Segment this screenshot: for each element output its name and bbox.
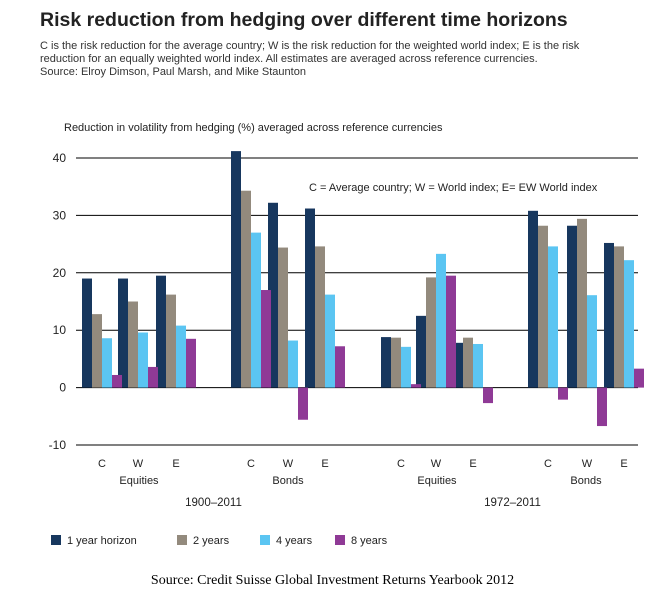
legend-swatch — [51, 535, 61, 545]
bar — [261, 290, 271, 388]
y-axis-label: Reduction in volatility from hedging (%)… — [64, 122, 443, 134]
bar — [391, 337, 401, 388]
x-period-label: 1972–2011 — [484, 497, 541, 509]
bar — [82, 278, 92, 388]
bar — [92, 314, 102, 388]
legend-label: 1 year horizon — [67, 535, 137, 547]
legend-swatch — [177, 535, 187, 545]
bar — [614, 246, 624, 388]
bar — [634, 368, 644, 388]
x-category-label: E — [620, 458, 627, 470]
x-category-label: C — [247, 458, 255, 470]
chart-subtitle: C is the risk reduction for the average … — [40, 40, 660, 79]
bar — [268, 202, 278, 388]
x-category-label: W — [582, 458, 593, 470]
bar — [138, 332, 148, 388]
bar — [176, 325, 186, 388]
y-tick-labels: -10 0 10 20 30 40 — [49, 151, 67, 452]
bars — [82, 151, 644, 427]
bar — [558, 387, 568, 400]
x-period-label: 1900–2011 — [185, 497, 242, 509]
bar — [102, 338, 112, 388]
bar — [401, 346, 411, 388]
bar — [538, 225, 548, 388]
bar — [278, 247, 288, 388]
subtitle-line-2: reduction for an equally weighted world … — [40, 53, 538, 65]
bar — [446, 275, 456, 388]
x-group-label: Equities — [417, 475, 457, 487]
x-period-labels: 1900–2011 1972–2011 — [185, 497, 541, 509]
bar — [528, 210, 538, 388]
bar — [416, 315, 426, 388]
bar — [411, 384, 421, 388]
chart-title: Risk reduction from hedging over differe… — [40, 9, 568, 31]
y-tick-label: 20 — [53, 266, 67, 280]
chart-annotation: C = Average country; W = World index; E=… — [309, 182, 598, 194]
x-group-label: Bonds — [570, 475, 602, 487]
bar — [298, 387, 308, 420]
x-category-label: E — [321, 458, 328, 470]
y-tick-label: 0 — [59, 381, 66, 395]
bar — [624, 260, 634, 388]
bar — [577, 218, 587, 388]
bar — [128, 301, 138, 388]
bar — [118, 278, 128, 388]
x-category-label: E — [469, 458, 476, 470]
x-group-labels: Equities Bonds Equities Bonds — [119, 475, 602, 487]
x-group-label: Equities — [119, 475, 159, 487]
legend-label: 2 years — [193, 535, 230, 547]
bar — [288, 340, 298, 388]
legend-label: 8 years — [351, 535, 388, 547]
bar — [567, 225, 577, 388]
legend-swatch — [335, 535, 345, 545]
bar — [453, 342, 463, 388]
bar — [305, 208, 315, 388]
x-category-label: W — [133, 458, 144, 470]
bar — [166, 294, 176, 388]
bar — [548, 246, 558, 388]
y-tick-label: 30 — [53, 208, 67, 222]
bar — [335, 346, 345, 388]
bar — [325, 294, 335, 388]
legend-label: 4 years — [276, 535, 313, 547]
bar — [587, 295, 597, 388]
bar — [148, 366, 158, 388]
x-category-label: W — [283, 458, 294, 470]
legend: 1 year horizon 2 years 4 years 8 years — [51, 535, 388, 547]
bar — [186, 338, 196, 388]
bar — [436, 253, 446, 388]
subtitle-line-1: C is the risk reduction for the average … — [40, 40, 580, 52]
x-group-label: Bonds — [272, 475, 304, 487]
bar — [231, 151, 241, 388]
x-category-label: C — [397, 458, 405, 470]
bar — [426, 277, 436, 388]
y-tick-label: -10 — [49, 438, 67, 452]
bar — [315, 246, 325, 388]
subtitle-source: Source: Elroy Dimson, Paul Marsh, and Mi… — [40, 66, 306, 78]
y-tick-label: 10 — [53, 323, 67, 337]
bar — [381, 337, 391, 388]
y-tick-label: 40 — [53, 151, 67, 165]
x-category-label: E — [172, 458, 179, 470]
x-category-label: C — [544, 458, 552, 470]
bar — [156, 275, 166, 388]
source-note: Source: Credit Suisse Global Investment … — [150, 573, 515, 588]
bar — [112, 374, 122, 388]
legend-swatch — [260, 535, 270, 545]
bar-chart: Reduction in volatility from hedging (%)… — [49, 122, 644, 547]
bar — [604, 242, 614, 388]
x-category-label: C — [98, 458, 106, 470]
bar — [251, 232, 261, 388]
bar — [597, 387, 607, 427]
bar — [241, 190, 251, 388]
bar — [473, 343, 483, 388]
x-category-label: W — [431, 458, 442, 470]
bar — [483, 387, 493, 404]
bar — [463, 337, 473, 388]
